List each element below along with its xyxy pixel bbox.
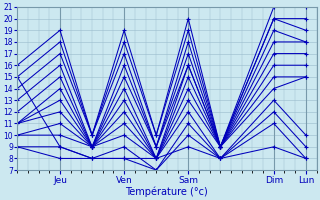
X-axis label: Température (°c): Température (°c): [125, 186, 208, 197]
